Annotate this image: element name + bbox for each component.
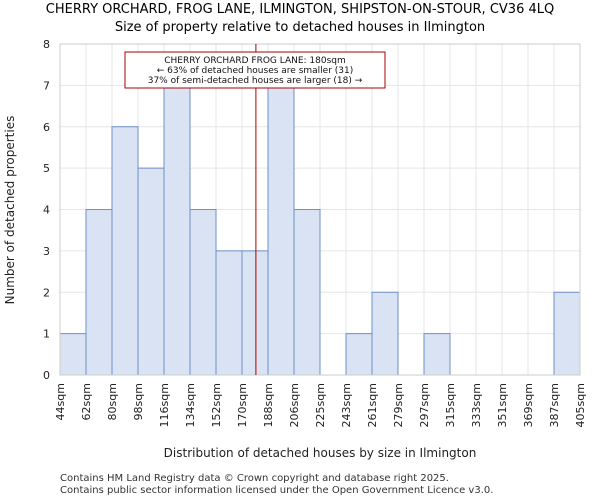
chart-subtitle: Size of property relative to detached ho… xyxy=(114,20,486,35)
annotation-frame xyxy=(124,51,386,89)
annotation-line-2: ← 63% of detached houses are smaller (31… xyxy=(157,66,354,76)
plot-frame xyxy=(59,43,581,376)
histogram-bar xyxy=(189,209,217,376)
histogram-bar xyxy=(137,167,165,376)
x-tick-label: 279sqm xyxy=(392,383,405,427)
x-tick-label: 405sqm xyxy=(574,383,587,427)
x-axis-label: Distribution of detached houses by size … xyxy=(164,446,477,460)
x-tick-label: 44sqm xyxy=(54,383,67,420)
x-tick-label: 134sqm xyxy=(184,383,197,427)
footer-line-2: Contains public sector information licen… xyxy=(60,485,494,496)
x-tick-label: 297sqm xyxy=(418,383,431,427)
histogram-bar xyxy=(85,209,113,376)
x-tick-label: 170sqm xyxy=(236,383,249,427)
histogram-bar xyxy=(215,250,243,376)
histogram-bar xyxy=(111,126,139,376)
y-axis-ticks: 0 1 2 3 4 5 6 7 8 xyxy=(43,38,50,382)
x-tick-label: 387sqm xyxy=(548,383,561,427)
x-tick-label: 188sqm xyxy=(262,383,275,427)
x-tick-label: 261sqm xyxy=(366,383,379,427)
x-tick-label: 243sqm xyxy=(340,383,353,427)
x-tick-label: 315sqm xyxy=(444,383,457,427)
x-tick-label: 152sqm xyxy=(210,383,223,427)
histogram-bar xyxy=(293,209,321,376)
y-tick-label: 5 xyxy=(43,162,50,175)
histogram-bar xyxy=(423,333,451,376)
y-tick-label: 2 xyxy=(43,286,50,299)
x-tick-label: 369sqm xyxy=(522,383,535,427)
y-tick-label: 8 xyxy=(43,38,50,51)
x-tick-label: 351sqm xyxy=(496,383,509,427)
x-tick-label: 62sqm xyxy=(80,383,93,420)
footer-line-1: Contains HM Land Registry data © Crown c… xyxy=(60,473,449,484)
histogram-bar xyxy=(59,333,87,376)
histogram-bar xyxy=(163,84,191,376)
chart-title: CHERRY ORCHARD, FROG LANE, ILMINGTON, SH… xyxy=(45,2,555,17)
histogram-chart: 0 1 2 3 4 5 6 7 8 44sqm 62sqm 80sqm 98sqm 116sqm 134s… xyxy=(3,38,587,460)
x-tick-label: 225sqm xyxy=(314,383,327,427)
x-tick-label: 98sqm xyxy=(132,383,145,420)
x-tick-label: 206sqm xyxy=(288,383,301,427)
y-tick-label: 4 xyxy=(43,204,50,217)
y-tick-label: 7 xyxy=(43,79,50,92)
histogram-bar xyxy=(345,333,373,376)
x-tick-label: 333sqm xyxy=(470,383,483,427)
x-tick-label: 80sqm xyxy=(106,383,119,420)
annotation-box: CHERRY ORCHARD FROG LANE: 180sqm← 63% of… xyxy=(124,51,386,89)
annotation-line-1: CHERRY ORCHARD FROG LANE: 180sqm xyxy=(164,56,346,66)
histogram-bar xyxy=(553,291,581,376)
y-tick-label: 1 xyxy=(43,328,50,341)
x-axis-ticks: 44sqm 62sqm 80sqm 98sqm 116sqm 134sqm 152sqm 17… xyxy=(54,383,587,427)
y-tick-label: 0 xyxy=(43,369,50,382)
y-axis-label: Number of detached properties xyxy=(3,116,17,305)
y-tick-label: 6 xyxy=(43,121,50,134)
annotation-line-3: 37% of semi-detached houses are larger (… xyxy=(148,76,363,86)
y-tick-label: 3 xyxy=(43,245,50,258)
x-tick-label: 116sqm xyxy=(158,383,171,427)
histogram-bar xyxy=(241,250,269,376)
histogram-bar xyxy=(371,291,399,376)
histogram-bar xyxy=(267,84,295,376)
bars xyxy=(59,84,581,376)
